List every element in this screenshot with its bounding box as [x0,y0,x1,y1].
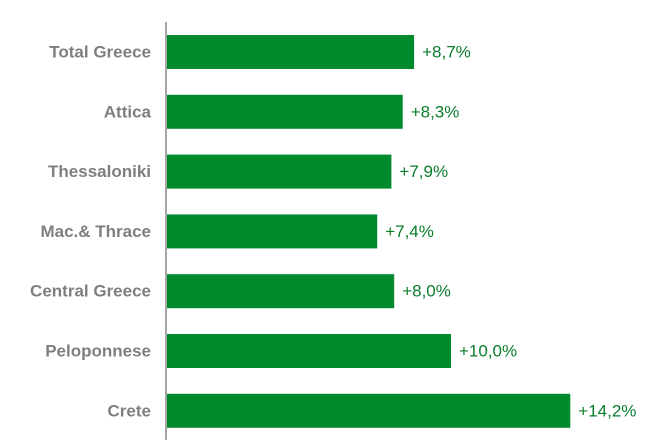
category-label-5: Peloponnese [45,342,151,361]
bar-0 [167,35,415,69]
category-label-1: Attica [104,102,152,121]
category-labels: Total Greece Attica Thessaloniki Mac.& Thra… [30,43,151,421]
value-labels: +8,7% +8,3% +7,9% +7,4% +8,0% +10,0% +14,2% [385,43,636,421]
bars-layer [167,35,571,428]
value-label-3: +7,4% [385,222,434,241]
bar-3 [167,214,378,249]
category-label-6: Crete [108,401,151,420]
value-label-4: +8,0% [402,282,451,301]
bar-5 [167,334,451,368]
value-label-1: +8,3% [411,102,460,121]
bar-4 [167,274,395,309]
category-label-0: Total Greece [49,43,151,62]
bar-2 [167,154,392,189]
bar-1 [167,94,403,129]
value-label-5: +10,0% [459,342,517,361]
category-label-2: Thessaloniki [48,162,151,181]
value-label-2: +7,9% [399,162,448,181]
bar-6 [167,393,571,428]
category-label-4: Central Greece [30,282,151,301]
value-label-6: +14,2% [578,401,636,420]
value-label-0: +8,7% [422,43,471,62]
category-label-3: Mac.& Thrace [40,222,151,241]
